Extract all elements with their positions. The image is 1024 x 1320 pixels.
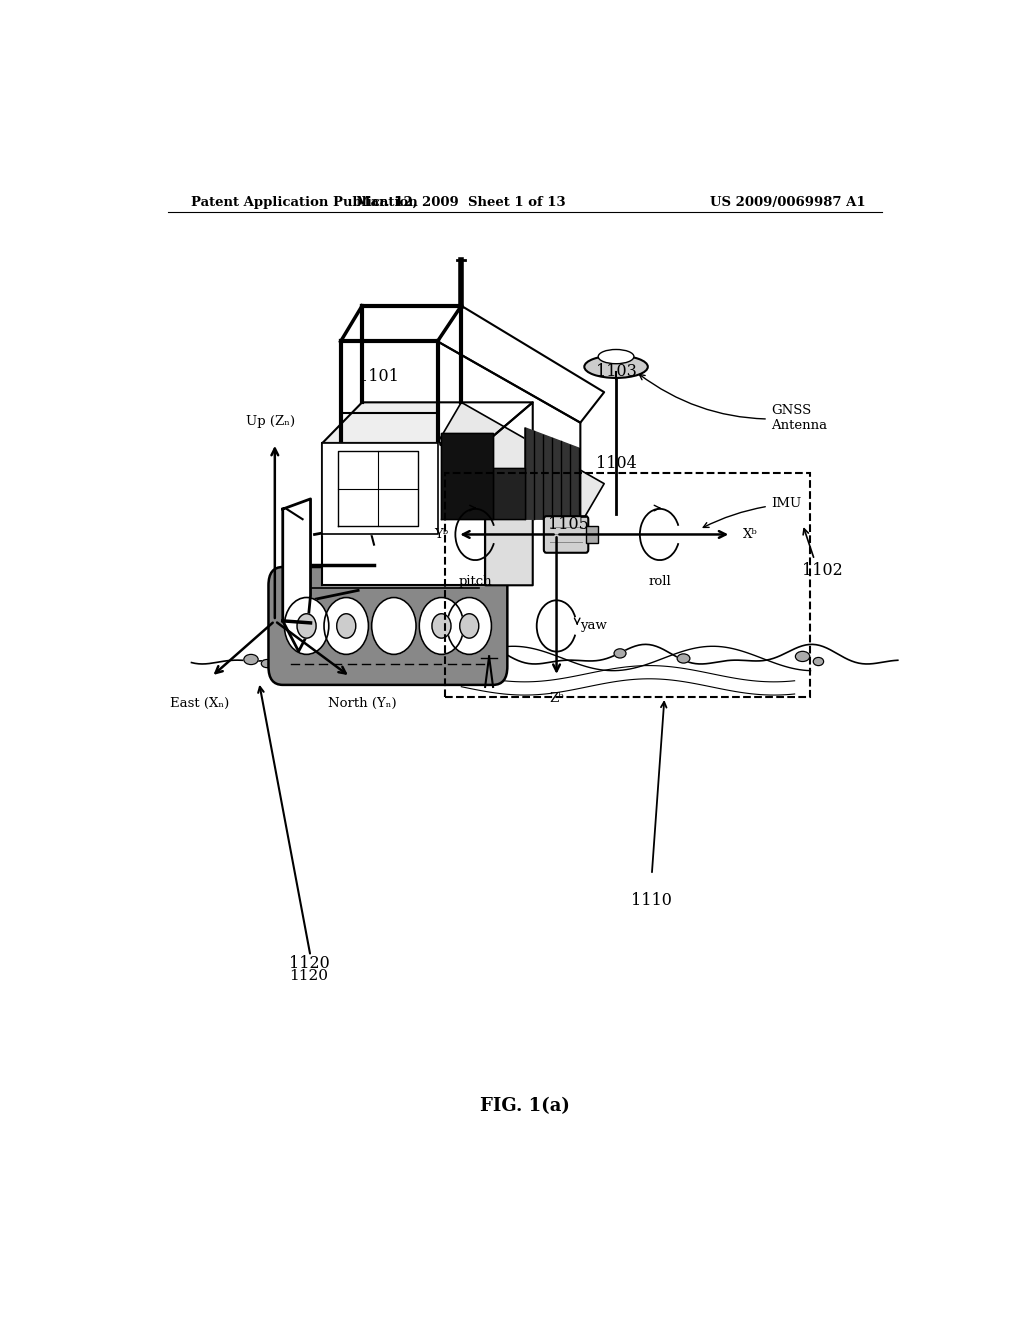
Circle shape <box>419 598 464 655</box>
Text: FIG. 1(a): FIG. 1(a) <box>480 1097 569 1114</box>
Polygon shape <box>283 499 310 651</box>
FancyBboxPatch shape <box>268 568 507 685</box>
Ellipse shape <box>614 649 626 657</box>
Text: East (Xₙ): East (Xₙ) <box>170 697 229 710</box>
Polygon shape <box>323 403 532 444</box>
Text: 1110: 1110 <box>632 892 672 909</box>
Text: IMU: IMU <box>703 498 801 528</box>
Circle shape <box>285 598 329 655</box>
Ellipse shape <box>585 355 648 378</box>
Text: 1101: 1101 <box>357 368 398 385</box>
Circle shape <box>324 598 369 655</box>
Circle shape <box>432 614 451 638</box>
Text: yaw: yaw <box>581 619 607 632</box>
Text: GNSS
Antenna: GNSS Antenna <box>639 375 827 432</box>
Circle shape <box>447 598 492 655</box>
Text: North (Yₙ): North (Yₙ) <box>328 697 396 710</box>
Text: Patent Application Publication: Patent Application Publication <box>191 195 418 209</box>
Circle shape <box>372 598 416 655</box>
Circle shape <box>337 614 355 638</box>
Text: Up (Zₙ): Up (Zₙ) <box>247 414 295 428</box>
Text: Zᵇ: Zᵇ <box>549 692 564 705</box>
Ellipse shape <box>813 657 823 665</box>
Polygon shape <box>437 403 604 524</box>
Polygon shape <box>494 469 524 519</box>
Text: Xᵇ: Xᵇ <box>743 528 758 541</box>
Ellipse shape <box>244 655 258 664</box>
Polygon shape <box>437 306 604 422</box>
Text: Yᵇ: Yᵇ <box>434 528 447 541</box>
Ellipse shape <box>598 350 634 364</box>
Polygon shape <box>524 428 579 519</box>
Polygon shape <box>323 444 485 585</box>
Bar <box>445 474 811 697</box>
FancyBboxPatch shape <box>544 516 588 553</box>
Circle shape <box>460 614 479 638</box>
Circle shape <box>297 614 316 638</box>
Ellipse shape <box>796 651 810 661</box>
Text: 1120: 1120 <box>289 954 330 972</box>
Bar <box>586 527 598 543</box>
Text: US 2009/0069987 A1: US 2009/0069987 A1 <box>711 195 866 209</box>
Ellipse shape <box>677 653 690 663</box>
Text: Mar. 12, 2009  Sheet 1 of 13: Mar. 12, 2009 Sheet 1 of 13 <box>356 195 566 209</box>
Text: 1102: 1102 <box>802 561 843 578</box>
Text: 1104: 1104 <box>596 455 637 471</box>
Polygon shape <box>485 403 532 585</box>
Polygon shape <box>323 444 437 535</box>
Polygon shape <box>437 342 581 524</box>
Text: 1105: 1105 <box>548 516 589 533</box>
Text: roll: roll <box>648 576 671 589</box>
Polygon shape <box>441 433 494 519</box>
Text: 1103: 1103 <box>596 363 637 380</box>
Ellipse shape <box>261 660 272 668</box>
Text: pitch: pitch <box>459 576 492 589</box>
Text: 1120: 1120 <box>290 969 329 983</box>
